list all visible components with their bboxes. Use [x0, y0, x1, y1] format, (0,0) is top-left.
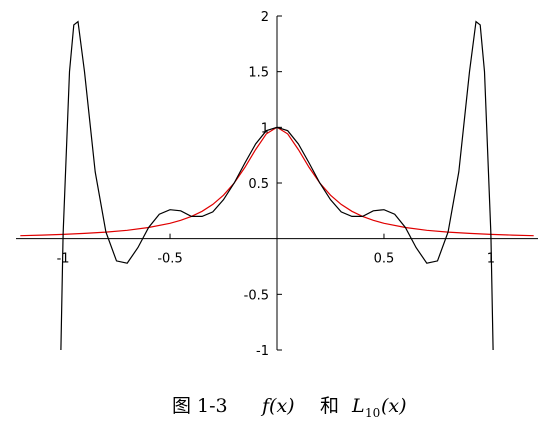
caption-l: L: [351, 395, 365, 417]
line-series: [60, 20, 494, 351]
y-tick-label: 0.5: [248, 177, 269, 192]
y-tick-label: 1: [261, 121, 269, 136]
y-tick-label: -0.5: [244, 288, 269, 303]
x-tick-label: 0.5: [374, 252, 395, 267]
caption-arg: (x): [381, 395, 407, 417]
caption-and: 和: [320, 395, 339, 417]
y-tick-label: 1.5: [248, 66, 269, 81]
caption-f: f(x): [260, 395, 295, 417]
caption-sub: 10: [365, 406, 380, 420]
caption-figure: 图 1-3: [172, 395, 228, 417]
y-tick-label: -1: [256, 344, 269, 359]
y-tick-label: 2: [261, 10, 269, 25]
x-tick-label: -0.5: [157, 252, 182, 267]
